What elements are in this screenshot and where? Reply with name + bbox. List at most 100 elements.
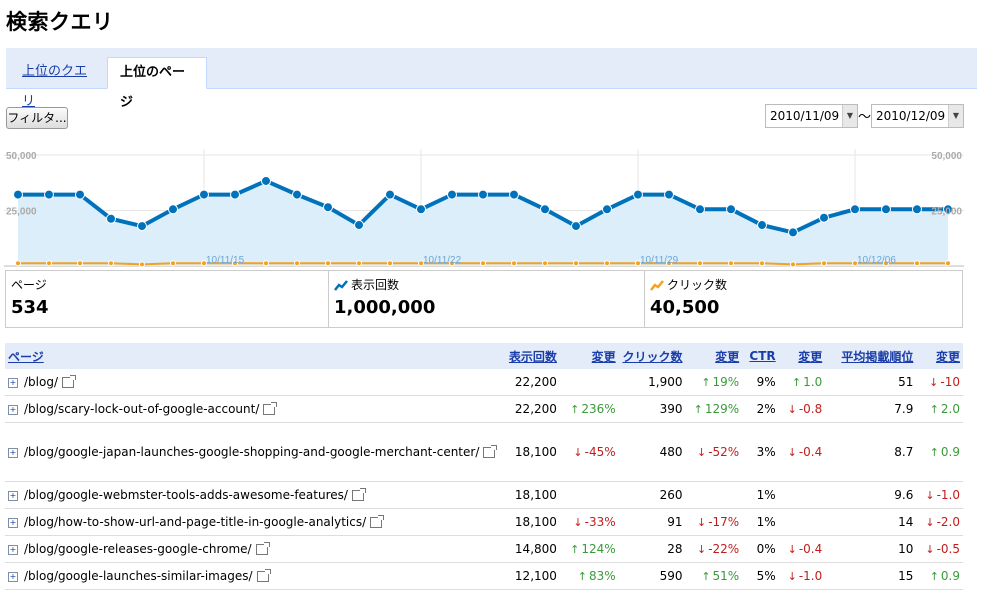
- clicks-point: [325, 260, 331, 267]
- expand-icon[interactable]: +: [8, 447, 18, 458]
- clicks-point: [883, 260, 889, 267]
- ctr-change-cell: [778, 481, 826, 509]
- orange-trend-icon: [650, 280, 664, 291]
- col-ctr[interactable]: CTR: [742, 343, 779, 369]
- down-arrow-icon: ↓: [573, 446, 583, 459]
- external-link-icon[interactable]: [351, 488, 366, 501]
- col-ctr-change[interactable]: 変更: [778, 343, 826, 369]
- col-impressions[interactable]: 表示回数: [499, 343, 560, 369]
- external-link-icon[interactable]: [62, 375, 76, 388]
- external-link-icon[interactable]: [370, 515, 385, 528]
- external-link-icon[interactable]: [255, 542, 270, 555]
- ctr-change-cell: [778, 508, 826, 536]
- external-link-icon[interactable]: [263, 402, 278, 415]
- avg-position-cell: 9.6: [825, 481, 917, 509]
- date-from-select[interactable]: 2010/11/09 ▼: [765, 104, 858, 128]
- table-row: + /blog/google-launches-similar-images/12…: [5, 562, 963, 590]
- impressions-point: [788, 227, 798, 238]
- impressions-cell: 18,100: [499, 481, 560, 509]
- clicks-point: [604, 260, 610, 267]
- clicks-point: [542, 260, 548, 267]
- page-title: 検索クエリ: [6, 10, 114, 34]
- ctr-cell: 2%: [742, 395, 779, 423]
- clicks-point: [635, 260, 641, 267]
- ctr-change-cell-value: 1.0: [803, 375, 823, 389]
- up-arrow-icon: ↑: [791, 376, 802, 389]
- col-avg-position[interactable]: 平均掲載順位: [825, 343, 917, 369]
- clicks-point: [759, 260, 765, 267]
- expand-icon[interactable]: +: [8, 377, 18, 388]
- sort-clicks-link[interactable]: クリック数: [622, 349, 683, 364]
- sort-page-link[interactable]: ページ: [8, 349, 44, 364]
- filter-button[interactable]: フィルタ...: [6, 107, 68, 129]
- sort-position-change-link[interactable]: 変更: [935, 349, 960, 364]
- ctr-change-cell-value: -1.0: [798, 569, 823, 583]
- tab-top-pages[interactable]: 上位のページ: [107, 57, 207, 110]
- col-clicks[interactable]: クリック数: [618, 343, 686, 369]
- metric-clicks-label: クリック数: [667, 278, 728, 292]
- x-tick-label: 10/11/15: [206, 255, 245, 266]
- impressions-point: [75, 189, 85, 200]
- tab-top-queries[interactable]: 上位のクエリ: [22, 64, 88, 109]
- sort-ctr-change-link[interactable]: 変更: [798, 349, 823, 364]
- down-arrow-icon: ↓: [787, 543, 797, 556]
- table-row: + /blog/google-japan-launches-google-shop…: [5, 422, 963, 482]
- tab-bar: 上位のクエリ 上位のページ: [6, 48, 977, 110]
- clicks-cell: 390: [618, 395, 686, 423]
- impressions-change-cell: [559, 481, 619, 509]
- position-change-cell: ↓ -1.0: [916, 481, 963, 509]
- pages-table: ページ 表示回数 変更 クリック数 変更 CTR 変更 平均掲載順位 変更 + /…: [5, 343, 963, 590]
- sort-avg-position-link[interactable]: 平均掲載順位: [841, 349, 914, 364]
- col-page[interactable]: ページ: [5, 343, 500, 369]
- impressions-point: [571, 221, 581, 232]
- down-arrow-icon: ↓: [787, 403, 797, 416]
- impressions-change-cell: ↑ 236%: [559, 395, 619, 423]
- sort-clicks-change-link[interactable]: 変更: [715, 349, 740, 364]
- impressions-point: [168, 204, 178, 215]
- sort-impressions-change-link[interactable]: 変更: [591, 349, 616, 364]
- clicks-point: [356, 260, 362, 267]
- table-row: + /blog/google-releases-google-chrome/14,…: [5, 535, 963, 563]
- metrics-panel: ページ 534 表示回数 1,000,000 クリック数 40,500: [5, 270, 963, 328]
- external-link-icon[interactable]: [483, 445, 498, 458]
- down-arrow-icon: ↓: [696, 543, 707, 556]
- external-link-icon[interactable]: [256, 569, 271, 582]
- expand-icon[interactable]: +: [8, 544, 18, 555]
- impressions-point: [819, 212, 829, 223]
- dropdown-arrow-icon: ▼: [948, 105, 963, 127]
- date-separator: 〜: [858, 110, 872, 125]
- page-cell: + /blog/google-webmster-tools-adds-awesom…: [5, 481, 500, 509]
- col-clicks-change[interactable]: 変更: [685, 343, 743, 369]
- col-position-change[interactable]: 変更: [916, 343, 963, 369]
- date-to-select[interactable]: 2010/12/09 ▼: [871, 104, 964, 128]
- y-tick-label-right: 50,000: [931, 151, 962, 162]
- clicks-point: [914, 260, 920, 267]
- sort-ctr-link[interactable]: CTR: [749, 349, 776, 363]
- page-cell: + /blog/: [5, 369, 500, 396]
- expand-icon[interactable]: +: [8, 517, 18, 528]
- up-arrow-icon: ↑: [693, 403, 703, 416]
- impressions-change-cell: [559, 369, 619, 396]
- impressions-point: [881, 204, 891, 215]
- sort-impressions-link[interactable]: 表示回数: [508, 349, 557, 364]
- impressions-point: [261, 175, 271, 186]
- metric-clicks: クリック数 40,500: [644, 271, 962, 327]
- page-cell: + /blog/scary-lock-out-of-google-account/: [5, 395, 500, 423]
- page-cell: + /blog/google-launches-similar-images/: [5, 562, 500, 590]
- down-arrow-icon: ↓: [925, 543, 935, 556]
- impressions-change-cell: ↑ 83%: [559, 562, 619, 590]
- impressions-change-cell: ↓ -33%: [559, 508, 619, 536]
- col-impressions-change[interactable]: 変更: [559, 343, 619, 369]
- x-tick-label: 10/12/06: [857, 255, 896, 266]
- dropdown-arrow-icon: ▼: [842, 105, 857, 127]
- ctr-change-cell-value: -0.4: [798, 445, 823, 459]
- impressions-point: [137, 221, 147, 232]
- expand-icon[interactable]: +: [8, 571, 18, 582]
- metric-pages-value: 534: [11, 297, 49, 318]
- ctr-change-cell: ↓ -0.4: [778, 422, 826, 482]
- expand-icon[interactable]: +: [8, 490, 18, 501]
- position-change-cell-value: 0.9: [940, 445, 960, 459]
- avg-position-cell: 51: [825, 369, 917, 396]
- impressions-change-cell-value: 83%: [588, 569, 616, 583]
- expand-icon[interactable]: +: [8, 404, 18, 415]
